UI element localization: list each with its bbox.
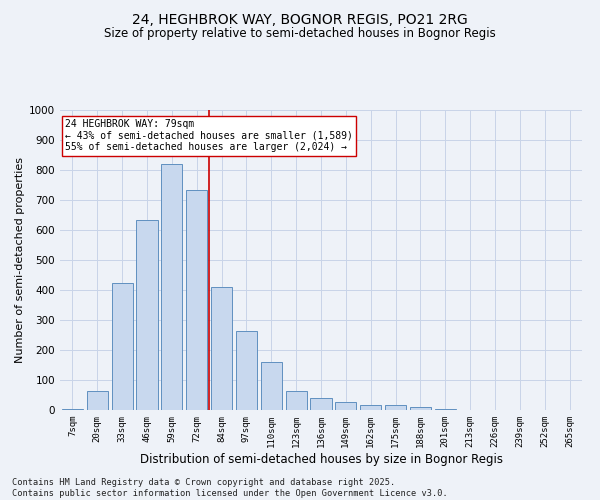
Y-axis label: Number of semi-detached properties: Number of semi-detached properties: [15, 157, 25, 363]
Bar: [385, 404, 406, 410]
Text: 24 HEGHBROK WAY: 79sqm
← 43% of semi-detached houses are smaller (1,589)
55% of : 24 HEGHBROK WAY: 79sqm ← 43% of semi-det…: [65, 119, 353, 152]
Text: 24, HEGHBROK WAY, BOGNOR REGIS, PO21 2RG: 24, HEGHBROK WAY, BOGNOR REGIS, PO21 2RG: [132, 12, 468, 26]
Bar: [186, 190, 207, 410]
Bar: [310, 398, 332, 410]
Bar: [286, 390, 307, 410]
Bar: [136, 220, 158, 410]
Bar: [87, 390, 108, 410]
Bar: [236, 330, 257, 410]
Bar: [335, 402, 356, 410]
X-axis label: Distribution of semi-detached houses by size in Bognor Regis: Distribution of semi-detached houses by …: [139, 452, 503, 466]
Text: Size of property relative to semi-detached houses in Bognor Regis: Size of property relative to semi-detach…: [104, 28, 496, 40]
Bar: [62, 408, 83, 410]
Text: Contains HM Land Registry data © Crown copyright and database right 2025.
Contai: Contains HM Land Registry data © Crown c…: [12, 478, 448, 498]
Bar: [211, 287, 232, 410]
Bar: [360, 404, 381, 410]
Bar: [261, 362, 282, 410]
Bar: [161, 164, 182, 410]
Bar: [112, 282, 133, 410]
Bar: [410, 407, 431, 410]
Bar: [435, 408, 456, 410]
